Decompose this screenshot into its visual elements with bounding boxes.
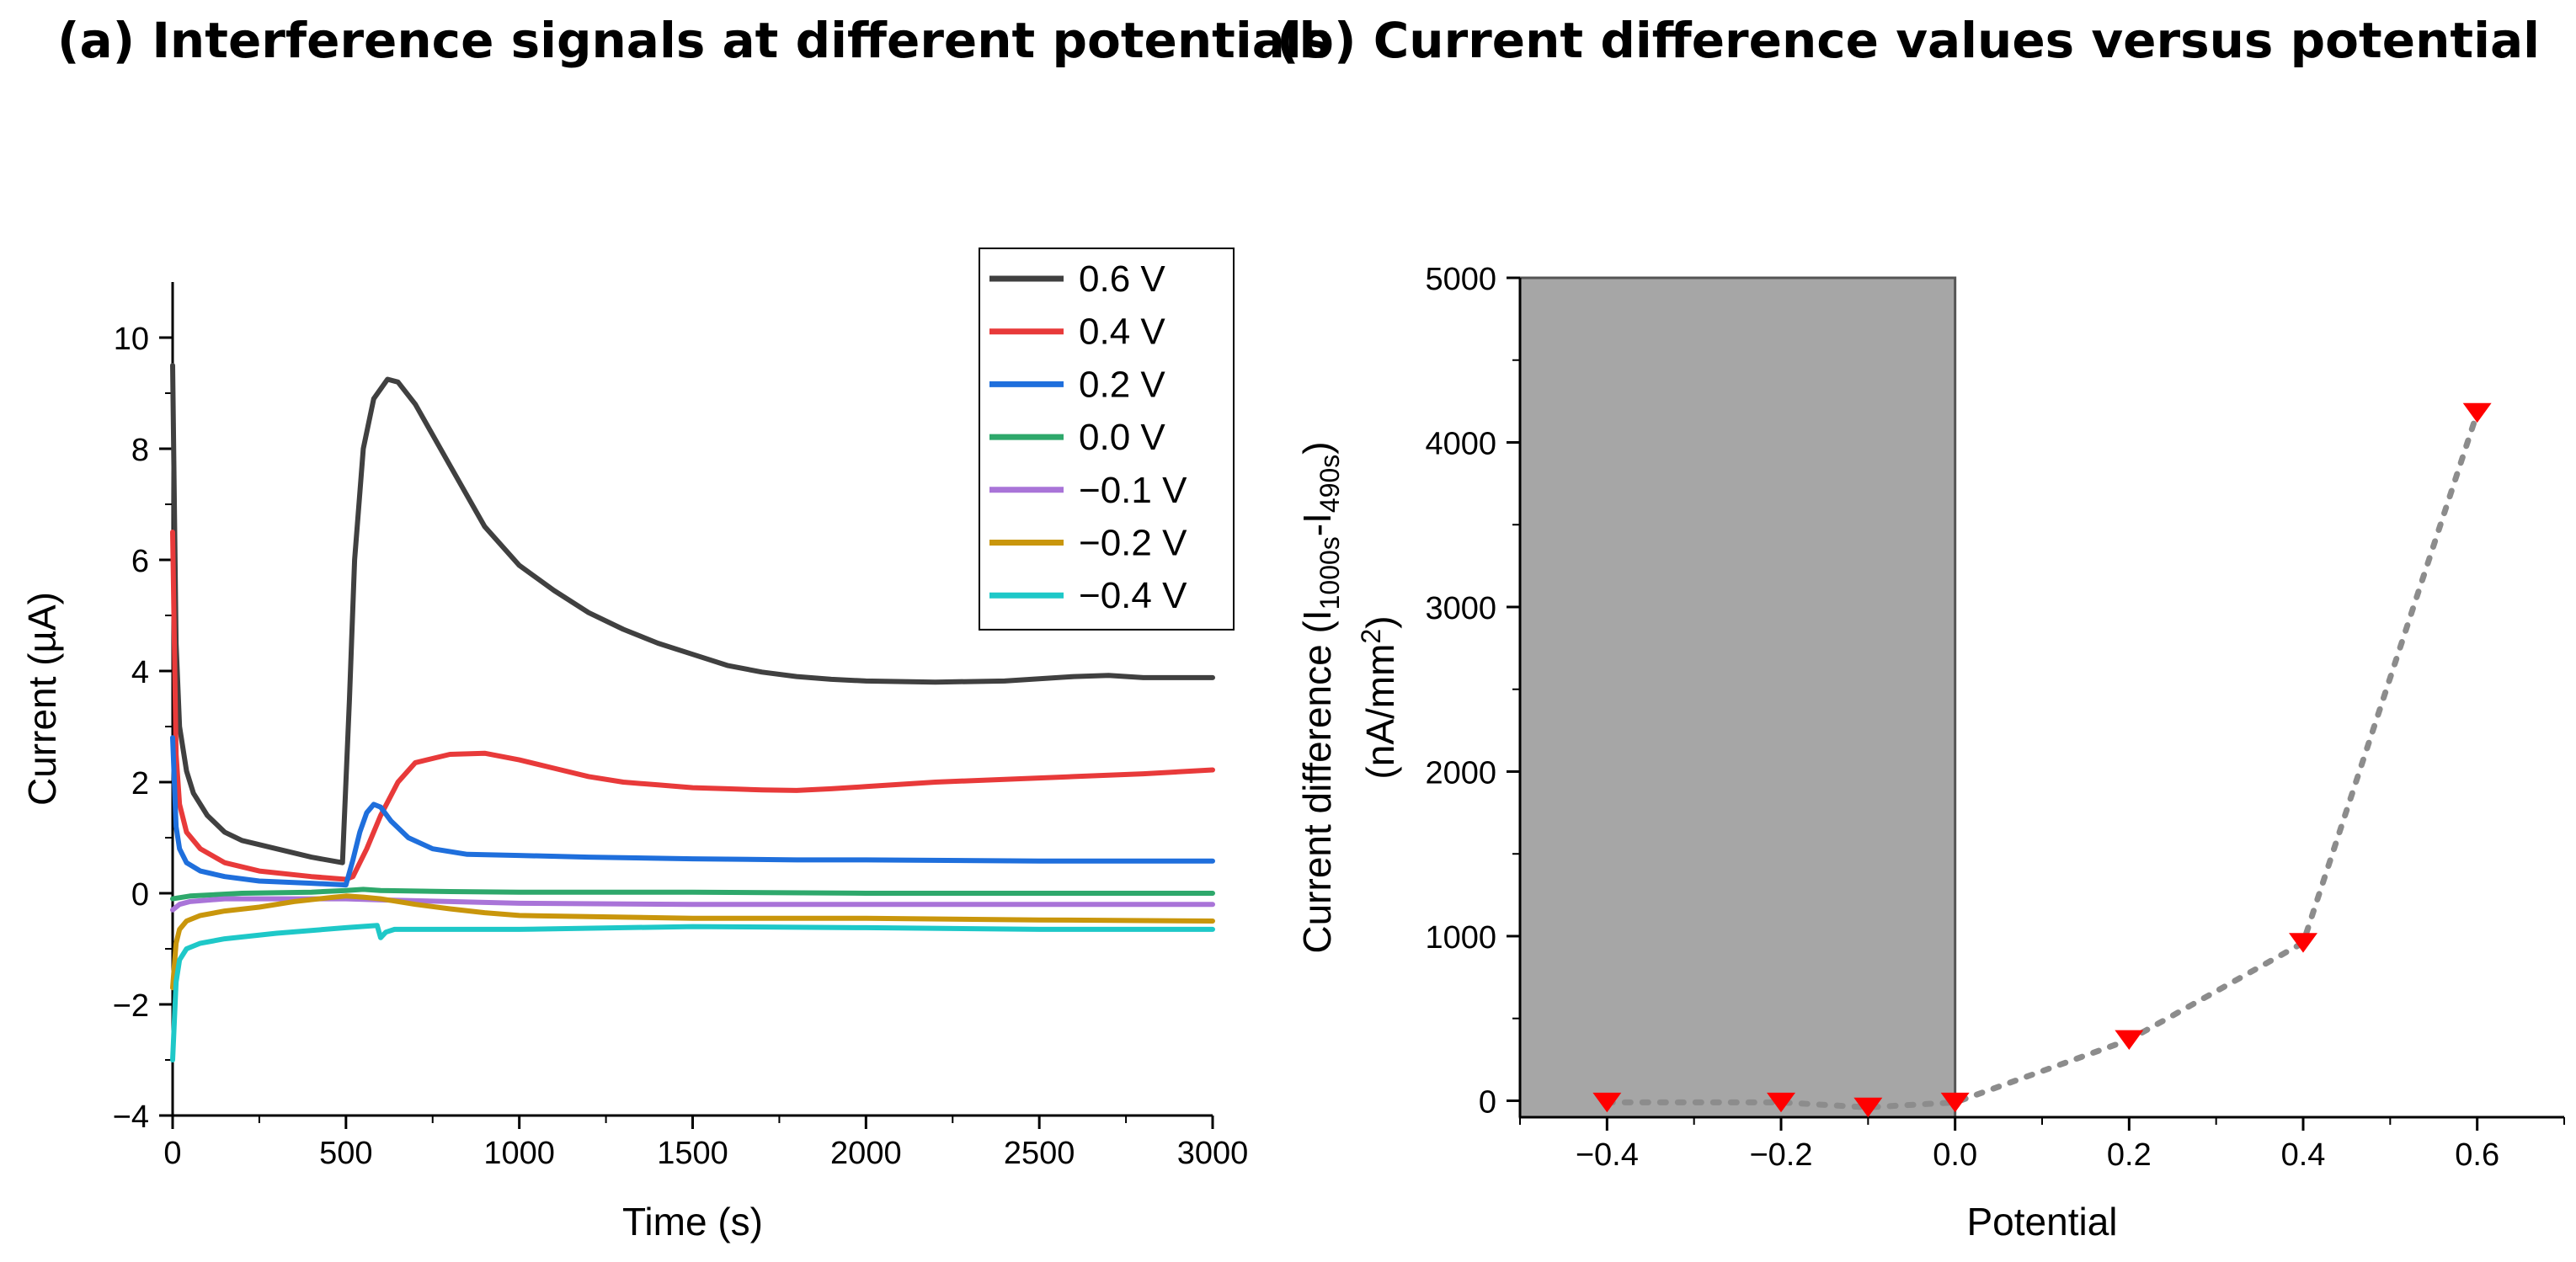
panel-b-title: (b) Current difference values versus pot… — [1277, 12, 2540, 69]
y-tick-label-b: 2000 — [1425, 755, 1496, 791]
x-tick-label-b: 0.6 — [2455, 1137, 2499, 1173]
y-axis-label-b-units: (nA/mm2) — [1356, 615, 1402, 779]
data-point-b — [1592, 1092, 1622, 1113]
x-tick-label-a: 1000 — [483, 1136, 555, 1171]
y-axis-units-part: ) — [1358, 615, 1402, 628]
y-tick-label-a: 4 — [131, 655, 149, 690]
data-point-b — [1853, 1097, 1883, 1118]
x-tick-label-b: −0.2 — [1749, 1137, 1812, 1173]
x-tick-label-b: −0.4 — [1576, 1137, 1639, 1173]
x-axis-label-a: Time (s) — [622, 1200, 763, 1243]
x-tick-label-a: 500 — [319, 1136, 372, 1171]
x-axis-label-b: Potential — [1966, 1200, 2117, 1243]
y-tick-label-a: 2 — [131, 766, 149, 801]
y-axis-units-sup: 2 — [1356, 629, 1386, 644]
y-tick-label-b: 5000 — [1425, 262, 1496, 297]
y-tick-label-a: 6 — [131, 544, 149, 579]
data-point-b — [2462, 402, 2492, 423]
x-tick-label-b: 0.2 — [2107, 1137, 2152, 1173]
x-tick-label-a: 2000 — [830, 1136, 902, 1171]
y-axis-label-b-part: Current difference (I — [1295, 610, 1339, 953]
x-tick-label-a: 3000 — [1177, 1136, 1249, 1171]
y-axis-label-b-sub: 490s — [1315, 455, 1345, 513]
series-line-a-0 — [170, 363, 1215, 865]
y-tick-label-a: −2 — [113, 988, 149, 1024]
legend-label-a: −0.1 V — [1079, 470, 1187, 511]
y-tick-label-b: 3000 — [1425, 591, 1496, 626]
legend-label-a: 0.6 V — [1079, 258, 1165, 300]
series-line-a-5 — [170, 893, 1215, 991]
data-point-b — [2115, 1030, 2144, 1050]
series-line-a-2 — [170, 735, 1215, 888]
legend-label-a: −0.4 V — [1079, 575, 1187, 616]
legend-label-a: −0.2 V — [1079, 523, 1187, 564]
y-tick-label-b: 0 — [1479, 1084, 1496, 1120]
y-axis-units-part: (nA/mm — [1358, 644, 1402, 780]
data-point-b — [1767, 1092, 1795, 1113]
y-tick-label-b: 4000 — [1425, 426, 1496, 461]
legend-label-a: 0.0 V — [1079, 417, 1165, 458]
series-line-a-3 — [170, 887, 1215, 902]
y-tick-label-b: 1000 — [1425, 920, 1496, 956]
y-tick-label-a: −4 — [113, 1100, 149, 1135]
y-axis-label-b: Current difference (I1000s-I490s) — [1295, 441, 1345, 953]
y-tick-label-a: 10 — [114, 322, 149, 357]
x-tick-label-a: 0 — [163, 1136, 181, 1171]
x-tick-label-b: 0.4 — [2281, 1137, 2326, 1173]
x-tick-label-a: 1500 — [657, 1136, 728, 1171]
data-point-b — [2289, 933, 2317, 953]
x-tick-label-a: 2500 — [1004, 1136, 1075, 1171]
legend-label-a: 0.2 V — [1079, 364, 1165, 405]
y-tick-label-a: 8 — [131, 433, 149, 468]
y-axis-label-b-sub: 1000s — [1315, 536, 1345, 610]
series-line-a-6 — [170, 923, 1215, 1062]
legend-label-a: 0.4 V — [1079, 312, 1165, 353]
chart-a: −4 −2 0 2 4 6 8 10 0 500 1000 1500 2000 2500 3000 Time … — [20, 248, 1249, 1243]
y-axis-label-b-part: -I — [1295, 513, 1339, 536]
y-axis-label-b-part: ) — [1295, 441, 1339, 454]
y-axis-label-a: Current (µA) — [20, 592, 64, 806]
shaded-region-b — [1518, 276, 1957, 1119]
data-point-b — [1940, 1092, 1970, 1113]
y-tick-label-a: 0 — [131, 877, 149, 913]
x-tick-label-b: 0.0 — [1933, 1137, 1977, 1173]
series-line-a-1 — [170, 530, 1215, 882]
panel-a-title: (a) Interference signals at different po… — [57, 12, 1331, 69]
